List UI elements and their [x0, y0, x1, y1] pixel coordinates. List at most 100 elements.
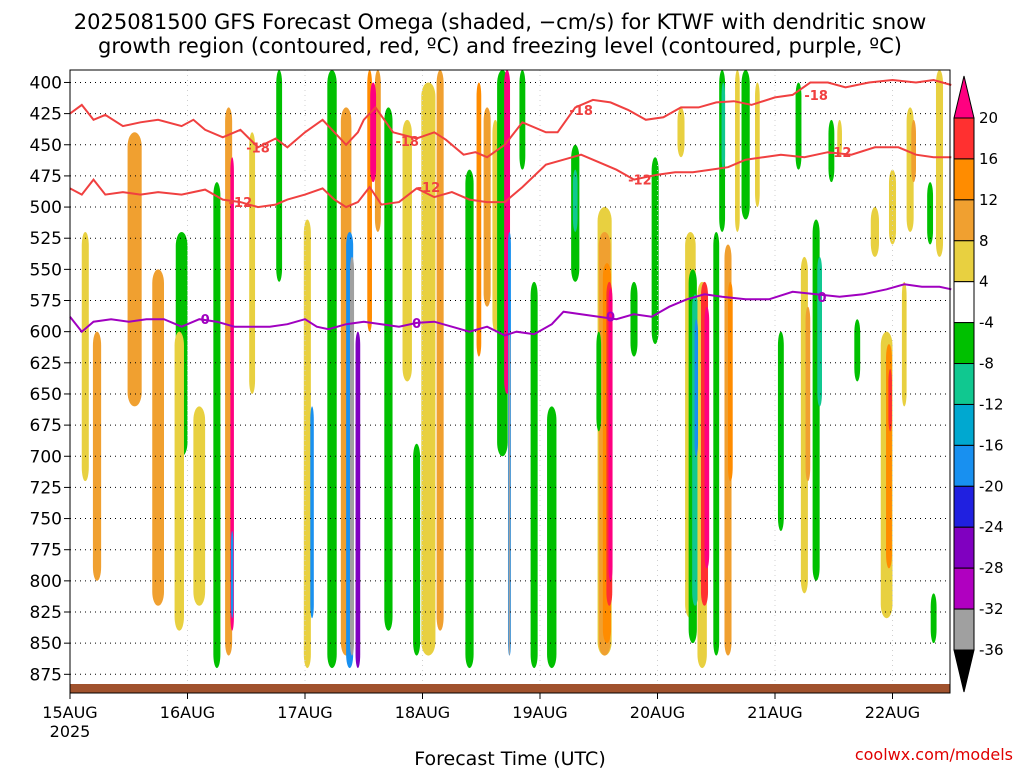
x-tick-label: 15AUG	[42, 703, 97, 722]
omega-cell	[530, 281, 538, 669]
colorbar-bottom-arrow	[953, 649, 975, 693]
omega-cell	[230, 157, 234, 631]
y-tick-label: 800	[30, 572, 62, 592]
pressure-gridlines	[69, 70, 950, 693]
omega-cell	[230, 531, 234, 619]
terrain-band	[70, 684, 950, 693]
y-tick-label: 425	[30, 105, 62, 125]
contour-label: 0	[412, 317, 421, 332]
omega-cell	[213, 182, 221, 669]
colorbar-label: -36	[979, 641, 1004, 659]
omega-cell	[193, 406, 206, 606]
y-tick-label: 400	[30, 73, 62, 93]
temperature-contours: -18 -18 -18 -18 -12 -12 -12 -12 0 0 0 0	[69, 78, 952, 337]
omega-cell	[828, 119, 835, 183]
omega-cell	[465, 169, 474, 669]
omega-cell	[927, 182, 934, 245]
colorbar-swatch	[953, 199, 975, 242]
colorbar-label: 12	[979, 191, 998, 209]
y-tick-label: 850	[30, 634, 62, 654]
y-tick-label: 825	[30, 603, 62, 623]
contour-0-line	[69, 283, 952, 337]
contour--12-line	[69, 146, 952, 209]
colorbar-swatch	[953, 403, 975, 446]
y-tick-label: 500	[30, 198, 62, 218]
colorbar-label: -4	[979, 314, 994, 332]
y-tick-label: 700	[30, 447, 62, 467]
colorbar-swatch	[953, 567, 975, 610]
colorbar-top-arrow	[953, 75, 975, 119]
omega-cell	[651, 157, 659, 345]
omega-cell	[508, 331, 511, 656]
y-tick-label: 750	[30, 510, 62, 530]
y-tick-label: 450	[30, 136, 62, 156]
y-tick-label: 675	[30, 416, 62, 436]
y-tick-label: 650	[30, 385, 62, 405]
chart-title-line-1: 2025081500 GFS Forecast Omega (shaded, −…	[74, 10, 927, 34]
omega-cell	[310, 406, 314, 619]
omega-cell	[901, 281, 907, 407]
y-tick-label: 625	[30, 354, 62, 374]
colorbar-swatch	[953, 281, 975, 324]
y-tick-label: 775	[30, 541, 62, 561]
y-tick-label: 525	[30, 229, 62, 249]
omega-cell	[174, 331, 184, 631]
contour-label: -12	[229, 196, 253, 211]
omega-cell	[677, 107, 685, 158]
colorbar-swatch	[953, 526, 975, 569]
contour-label: -18	[246, 141, 270, 156]
colorbar-label: -16	[979, 436, 1004, 454]
omega-cell	[572, 169, 578, 232]
omega-cell	[596, 331, 602, 432]
contour-label: -18	[804, 89, 828, 104]
omega-cell	[374, 70, 381, 232]
credit-label: coolwx.com/models	[855, 745, 1013, 764]
colorbar-label: 20	[979, 109, 998, 127]
omega-cell	[911, 119, 916, 183]
omega-cell	[694, 319, 699, 457]
colorbar-swatch	[953, 322, 975, 365]
contour-label: -12	[828, 146, 852, 161]
omega-cell	[249, 132, 256, 394]
x-tick-label: 19AUG	[512, 703, 567, 722]
y-tick-label: 600	[30, 323, 62, 343]
omega-cell	[795, 82, 802, 170]
contour-label: -18	[569, 104, 593, 119]
omega-cell	[713, 231, 720, 656]
omega-cell	[413, 443, 421, 656]
colorbar-swatch	[953, 117, 975, 160]
omega-cell	[817, 256, 822, 407]
colorbar-label: 16	[979, 150, 998, 168]
omega-cell	[476, 82, 482, 357]
omega-cell	[370, 82, 377, 183]
omega-cell	[384, 107, 393, 631]
y-tick-label: 575	[30, 292, 62, 312]
omega-cell	[608, 288, 613, 581]
omega-cell	[421, 82, 436, 656]
colorbar-label: -28	[979, 559, 1004, 577]
omega-cell	[547, 406, 557, 669]
omega-cell	[483, 107, 491, 307]
x-axis-title: Forecast Time (UTC)	[414, 748, 605, 768]
colorbar-label: 4	[979, 273, 989, 291]
omega-cell	[276, 70, 283, 282]
omega-cell	[888, 369, 892, 432]
omega-cell	[728, 281, 733, 482]
omega-cell	[870, 207, 879, 257]
omega-cell	[837, 119, 842, 158]
colorbar-label: -8	[979, 355, 994, 373]
omega-shading	[81, 70, 944, 669]
omega-cell	[81, 231, 89, 482]
year-label: 2025	[50, 722, 91, 741]
chart-title-line-2: growth region (contoured, red, ºC) and f…	[98, 34, 902, 58]
y-tick-label: 875	[30, 665, 62, 685]
omega-cell	[721, 82, 726, 170]
colorbar-label: -32	[979, 600, 1004, 618]
colorbar-swatch	[953, 444, 975, 487]
contour-label: -18	[395, 135, 419, 150]
y-tick-label: 550	[30, 260, 62, 280]
colorbar-label: -24	[979, 518, 1004, 536]
colorbar-label: -20	[979, 477, 1004, 495]
omega-cell	[930, 593, 937, 644]
